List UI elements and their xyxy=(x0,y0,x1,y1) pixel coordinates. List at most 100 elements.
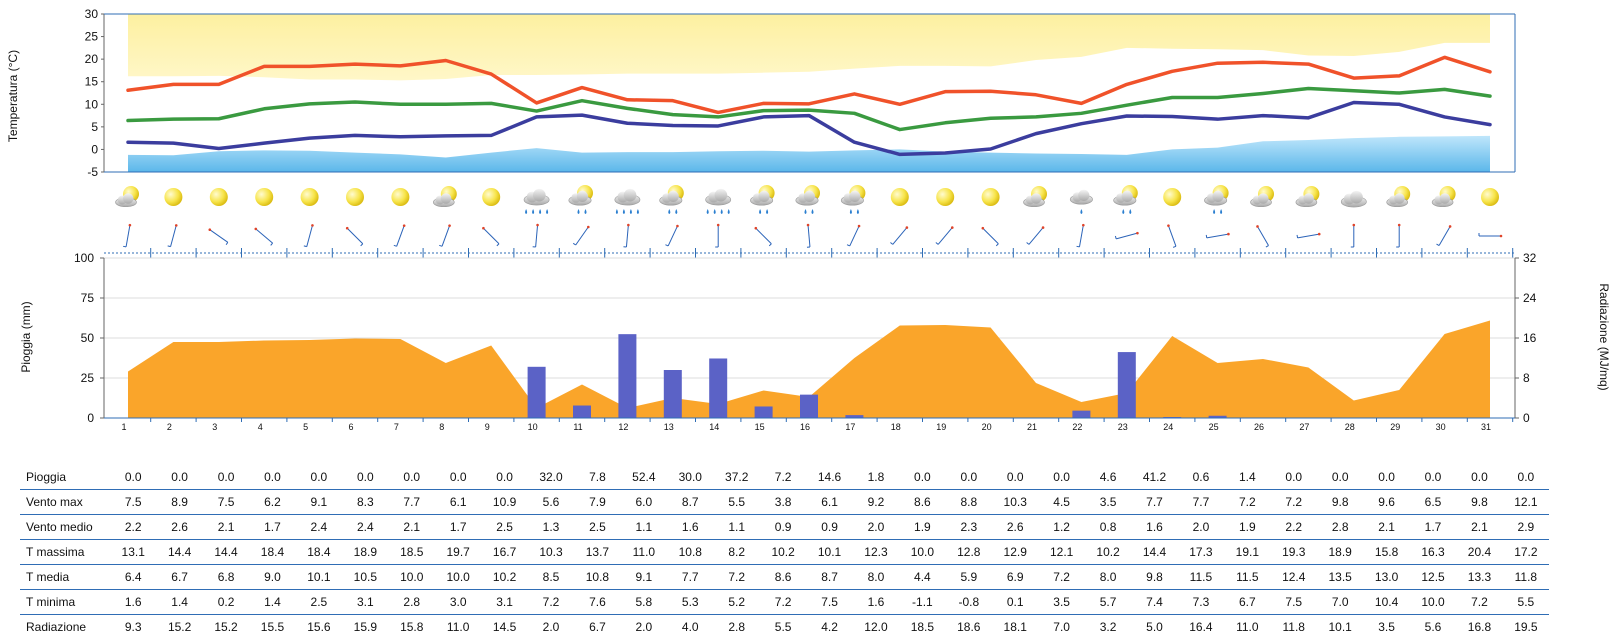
rain-drop xyxy=(1129,209,1132,214)
table-cell: 2.2 xyxy=(124,520,142,534)
sun-icon xyxy=(255,188,274,206)
table-cell: 10.2 xyxy=(771,545,795,559)
wind-arrow-tail xyxy=(311,224,314,227)
wind-arrow xyxy=(1026,226,1045,245)
wind-arrow-tail xyxy=(1082,223,1085,227)
wind-arrow xyxy=(1296,232,1321,239)
table-cell: 11.0 xyxy=(1236,620,1259,634)
table-cell: 19.7 xyxy=(446,545,470,559)
day-tick-label: 17 xyxy=(845,422,855,432)
wind-arrow xyxy=(1478,233,1503,238)
table-cell: 0.0 xyxy=(1285,470,1303,484)
day-tick-label: 12 xyxy=(618,422,628,432)
day-tick-label: 9 xyxy=(485,422,490,432)
row-label: Vento max xyxy=(26,495,83,509)
wind-arrow-shaft xyxy=(396,225,405,247)
table-cell: 8.2 xyxy=(728,545,746,559)
table-cell: 3.5 xyxy=(1053,595,1070,609)
wind-arrow-barb xyxy=(1172,245,1177,248)
table-cell: 8.6 xyxy=(914,495,931,509)
table-cell: 37.2 xyxy=(725,470,749,484)
table-cell: 0.0 xyxy=(310,470,328,484)
table-cell: 18.1 xyxy=(1003,620,1027,634)
table-cell: 7.0 xyxy=(1053,620,1070,634)
table-cell: 9.6 xyxy=(1378,495,1395,509)
table-cell: 9.2 xyxy=(867,495,885,509)
wind-arrow-barb xyxy=(1205,234,1208,238)
wind-arrow-barb xyxy=(1436,243,1440,246)
table-cell: 15.5 xyxy=(260,620,285,634)
rain-icon xyxy=(614,188,641,214)
table-cell: 7.6 xyxy=(589,595,606,609)
sun-icon xyxy=(936,188,955,206)
table-cell: 16.4 xyxy=(1189,620,1213,634)
wind-arrow-shaft xyxy=(982,227,999,245)
rain-bar xyxy=(1208,415,1227,418)
table-cell: 9.3 xyxy=(124,620,142,634)
table-cell: 32.0 xyxy=(539,470,563,484)
rain-tick-label: 0 xyxy=(87,411,94,425)
wind-arrow-shaft xyxy=(755,227,772,245)
sun-icon xyxy=(1163,188,1182,206)
day-tick-label: 23 xyxy=(1118,422,1128,432)
rain-drop xyxy=(849,209,852,214)
wind-arrow xyxy=(1167,224,1177,248)
rain-drop xyxy=(811,209,814,214)
table-cell: 5.5 xyxy=(774,620,792,634)
day-tick-label: 24 xyxy=(1163,422,1173,432)
table-cell: 3.1 xyxy=(356,595,374,609)
weather-chart: Temperatura (°C) Pioggia (mm) Radiazione… xyxy=(6,7,1611,432)
table-cell: 9.8 xyxy=(1331,495,1349,509)
table-cell: 2.2 xyxy=(1285,520,1303,534)
day-tick-label: 29 xyxy=(1390,422,1400,432)
table-cell: 14.6 xyxy=(817,470,842,484)
table-cell: 0.2 xyxy=(217,595,235,609)
radiation-axis-label: Radiazione (MJ/mq) xyxy=(1597,283,1611,390)
table-cell: 7.5 xyxy=(1285,595,1303,609)
wind-arrow-shaft xyxy=(1167,225,1177,247)
table-cell: 5.6 xyxy=(542,495,560,509)
rain-drop xyxy=(615,209,618,214)
table-cell: 1.4 xyxy=(264,595,281,609)
table-cell: 0.8 xyxy=(1099,520,1117,534)
table-row: T minima 1.6 1.4 0.2 1.4 2.5 3.1 2.8 3.0 3.1 7.2 7.… xyxy=(20,590,1550,615)
cloud-icon xyxy=(1113,190,1137,206)
cloud-puff xyxy=(803,190,816,202)
day-tick-label: 4 xyxy=(258,422,263,432)
wind-arrow-tail xyxy=(1256,225,1259,228)
wind-arrow-shaft xyxy=(535,224,539,248)
day-tick-label: 11 xyxy=(573,422,582,432)
wind-arrow-barb xyxy=(496,243,500,247)
wind-arrow xyxy=(1396,223,1401,248)
day-tick-label: 26 xyxy=(1254,422,1264,432)
rain-drops-icon xyxy=(1080,209,1083,214)
table-cell: 6.7 xyxy=(1238,595,1256,609)
table-cell: 8.6 xyxy=(774,570,792,584)
table-cell: 8.5 xyxy=(542,570,560,584)
wind-arrow-barb xyxy=(665,244,669,247)
table-cell: 1.7 xyxy=(264,520,281,534)
wind-arrow-shaft xyxy=(1078,225,1084,247)
table-cell: 9.8 xyxy=(1471,495,1488,509)
wind-arrow-barb xyxy=(890,242,894,245)
table-cell: 14.4 xyxy=(167,545,192,559)
rain-drops-icon xyxy=(849,209,859,214)
cloud-icon xyxy=(1431,193,1454,208)
tmin-line xyxy=(126,100,1492,157)
table-cell: 9.8 xyxy=(1146,570,1163,584)
rain-drop xyxy=(1122,209,1125,214)
day-tick-label: 5 xyxy=(303,422,308,432)
rain-drop xyxy=(546,209,549,214)
table-cell: 10.8 xyxy=(585,570,610,584)
table-cell: 8.7 xyxy=(681,495,699,509)
rain-drops-icon xyxy=(804,209,814,214)
sun-icon xyxy=(209,188,228,206)
rain-drops-icon xyxy=(668,209,678,214)
sun-icon xyxy=(482,188,501,206)
wind-arrow xyxy=(208,228,229,246)
temperature-chart: 30 25 20 15 10 5 0 -5 xyxy=(85,7,1516,179)
table-cell: 0.0 xyxy=(217,470,235,484)
cloud-puff xyxy=(1303,193,1314,204)
table-cell: 0.0 xyxy=(449,470,467,484)
cloud-icon xyxy=(1386,193,1408,208)
